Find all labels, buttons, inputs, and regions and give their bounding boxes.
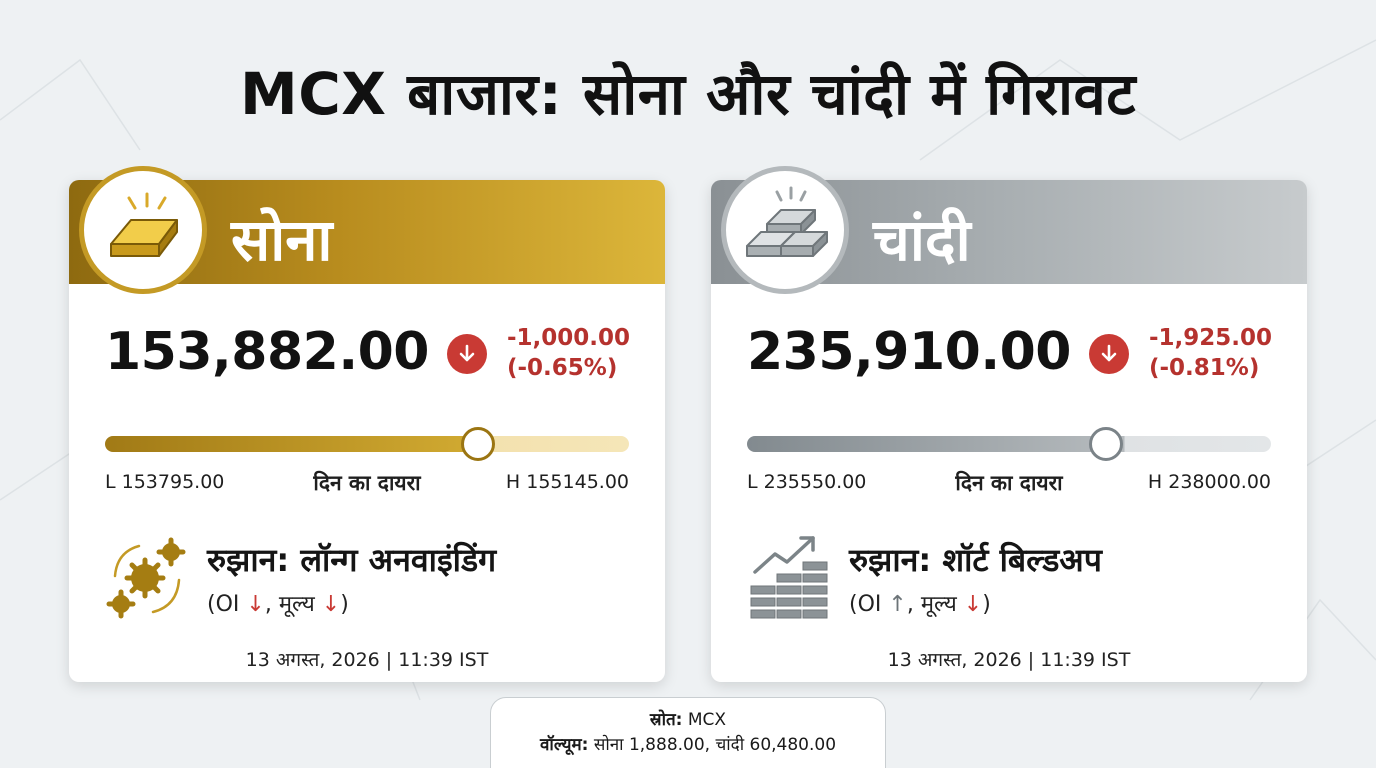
silver-trend-detail: (OI ↑, मूल्य ↓) [849,588,991,618]
silver-range-label: दिन का दायरा [955,471,1063,495]
price-arrow-icon: ↓ [321,592,341,617]
close-paren: ) [982,592,991,617]
gold-title: सोना [231,206,333,274]
bars-uptrend-icon [750,536,828,619]
gold-timestamp: 13 अगस्त, 2026 | 11:39 IST [245,649,489,671]
silver-title: चांदी [873,206,971,274]
silver-range-low: L 235550.00 [747,471,867,493]
gold-range-bar [105,436,629,452]
silver-change-abs: -1,925.00 [1149,325,1273,351]
gold-bar-icon [110,192,178,257]
gold-trend-title: रुझान: लॉन्ग अनवाइंडिंग [207,541,497,579]
source-line: स्रोत: MCX [491,708,885,733]
gold-range-low: L 153795.00 [105,471,225,493]
source-box: स्रोत: MCX वॉल्यूम: सोना 1,888.00, चांदी… [490,697,886,768]
page-title: MCX बाजार: सोना और चांदी में गिरावट [239,60,1137,128]
gold-change: -1,000.00 (-0.65%) [507,323,630,383]
gold-price: 153,882.00 [105,322,429,382]
gold-range-label: दिन का दायरा [313,471,421,495]
gold-range-marker [461,427,495,461]
gold-card: सोना 153,882.00 -1,000.00 (-0.65%) L 153… [69,166,665,682]
silver-range-marker [1089,427,1123,461]
gold-badge [79,166,207,294]
source-label: स्रोत: [649,710,683,730]
close-paren: ) [340,592,349,617]
price-label: , मूल्य [906,592,964,617]
volume-line: वॉल्यूम: सोना 1,888.00, चांदी 60,480.00 [491,733,885,758]
gold-change-pct: (-0.65%) [507,355,618,381]
silver-bars-icon [746,186,828,257]
silver-trend-title: रुझान: शॉर्ट बिल्डअप [849,541,1102,579]
silver-card: चांदी 235,910.00 -1,925.00 (-0.81%) L 23… [711,166,1307,682]
price-arrow-icon: ↓ [963,592,983,617]
silver-range-high: H 238000.00 [1147,471,1271,493]
down-arrow-icon [447,334,487,374]
silver-timestamp: 13 अगस्त, 2026 | 11:39 IST [887,649,1131,671]
volume-value: सोना 1,888.00, चांदी 60,480.00 [588,735,837,755]
oi-arrow-icon: ↓ [246,592,265,617]
gold-change-abs: -1,000.00 [507,325,631,351]
oi-label: (OI [207,592,247,617]
oi-label: (OI [849,592,889,617]
silver-badge [721,166,849,294]
silver-change: -1,925.00 (-0.81%) [1149,323,1272,383]
gears-cycle-icon [106,537,186,619]
silver-price: 235,910.00 [747,322,1071,382]
gold-range-high: H 155145.00 [505,471,629,493]
volume-label: वॉल्यूम: [539,735,589,755]
silver-change-pct: (-0.81%) [1149,355,1260,381]
gold-trend-detail: (OI ↓, मूल्य ↓) [207,588,349,618]
silver-range-bar [747,436,1271,452]
oi-arrow-icon: ↑ [888,592,907,617]
price-label: , मूल्य [264,592,322,617]
down-arrow-icon [1089,334,1129,374]
source-value: MCX [682,710,727,730]
